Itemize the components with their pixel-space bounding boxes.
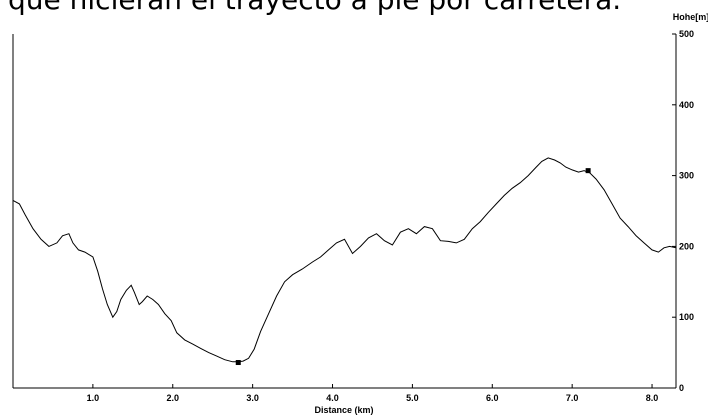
y-axis-ticks: 0 100 200 300 400 500 bbox=[672, 29, 694, 393]
y-tick-label: 100 bbox=[679, 312, 694, 322]
caption-text: que hicieran el trayecto a pie por carre… bbox=[8, 0, 621, 14]
series-group bbox=[12, 157, 677, 366]
point-marker bbox=[585, 168, 591, 174]
y-tick-label: 300 bbox=[679, 171, 694, 181]
x-tick-label: 6.0 bbox=[486, 393, 499, 403]
elevation-line bbox=[12, 157, 677, 363]
x-tick-label: 8.0 bbox=[646, 393, 659, 403]
x-tick-label: 1.0 bbox=[87, 393, 100, 403]
x-tick-label: 2.0 bbox=[167, 393, 180, 403]
x-tick-label: 3.0 bbox=[246, 393, 259, 403]
x-axis-title: Distance (km) bbox=[314, 405, 373, 415]
y-tick-label: 500 bbox=[679, 29, 694, 39]
point-marker bbox=[235, 360, 241, 366]
y-tick-label: 0 bbox=[679, 383, 684, 393]
x-axis-ticks: 1.0 2.0 3.0 4.0 5.0 6.0 7.0 8.0 bbox=[87, 384, 659, 403]
y-tick-label: 200 bbox=[679, 241, 694, 251]
x-tick-label: 4.0 bbox=[326, 393, 339, 403]
y-axis-title: Hohe[m] bbox=[673, 12, 708, 22]
x-tick-label: 7.0 bbox=[566, 393, 579, 403]
y-tick-label: 400 bbox=[679, 100, 694, 110]
x-tick-label: 5.0 bbox=[406, 393, 419, 403]
